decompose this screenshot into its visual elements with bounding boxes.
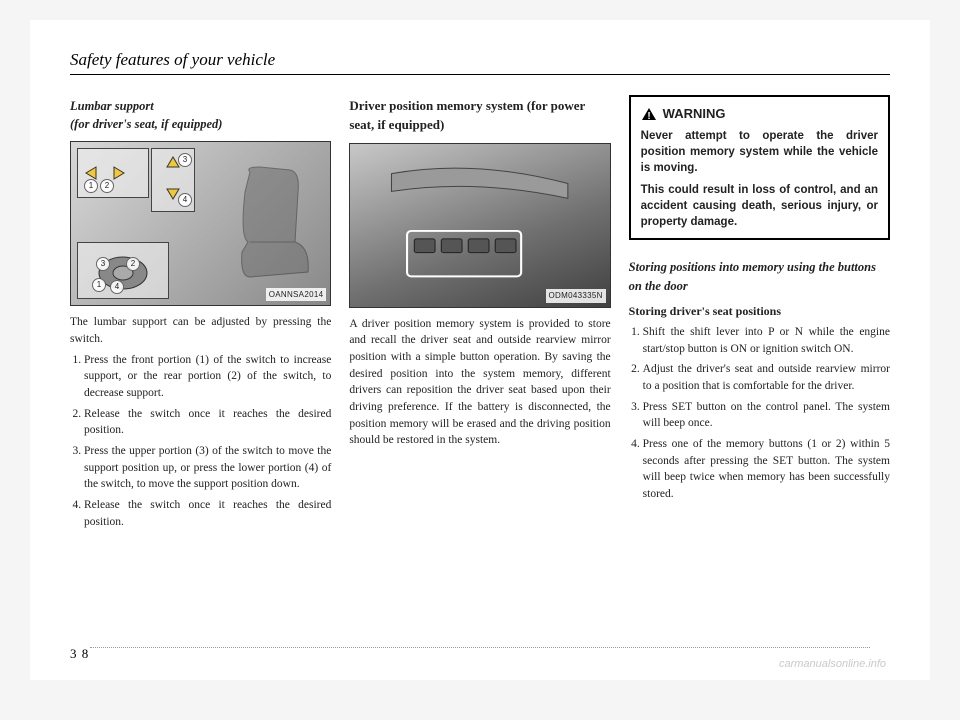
door-panel-icon — [350, 144, 609, 307]
storing-step-3: Press SET button on the control panel. T… — [643, 399, 890, 432]
memory-body: A driver position memory system is provi… — [349, 316, 610, 449]
lumbar-image: 1 2 3 4 3 — [70, 141, 331, 306]
column-warning-storing: ! WARNING Never attempt to operate the d… — [629, 95, 890, 534]
lumbar-inset-horizontal: 1 2 — [77, 148, 149, 198]
lumbar-image-label: OANNSA2014 — [266, 288, 327, 302]
lumbar-subhead: Lumbar support (for driver's seat, if eq… — [70, 97, 331, 133]
lumbar-inset-switch: 3 2 1 4 — [77, 242, 169, 299]
storing-head: Storing driver's seat positions — [629, 303, 890, 320]
warning-p2: This could result in loss of control, an… — [641, 182, 878, 230]
warning-box: ! WARNING Never attempt to operate the d… — [629, 95, 890, 240]
lumbar-step-3: Press the upper portion (3) of the switc… — [84, 443, 331, 493]
page-num-value: 8 — [82, 646, 89, 661]
storing-steps: Shift the shift lever into P or N while … — [629, 324, 890, 503]
warning-title-text: WARNING — [663, 105, 726, 124]
lumbar-step-2: Release the switch once it reaches the d… — [84, 406, 331, 439]
page-header: Safety features of your vehicle — [70, 50, 890, 75]
page-number: 3 8 — [70, 646, 88, 662]
lumbar-subhead-text: Lumbar support (for driver's seat, if eq… — [70, 99, 222, 131]
section-number: 3 — [70, 646, 77, 661]
manual-page: Safety features of your vehicle Lumbar s… — [30, 20, 930, 680]
memory-subhead: Driver position memory system (for power… — [349, 97, 610, 135]
lumbar-intro: The lumbar support can be adjusted by pr… — [70, 314, 331, 347]
column-memory: Driver position memory system (for power… — [349, 95, 610, 534]
lumbar-step-4: Release the switch once it reaches the d… — [84, 497, 331, 530]
svg-text:!: ! — [647, 111, 650, 121]
lumbar-step-1: Press the front portion (1) of the switc… — [84, 352, 331, 402]
storing-step-4: Press one of the memory buttons (1 or 2)… — [643, 436, 890, 503]
warning-title-row: ! WARNING — [641, 105, 878, 124]
seat-icon — [220, 162, 320, 292]
storing-subhead: Storing positions into memory using the … — [629, 258, 890, 294]
lumbar-inset-vertical: 3 4 — [151, 148, 195, 212]
watermark: carmanualsonline.info — [779, 658, 886, 670]
content-columns: Lumbar support (for driver's seat, if eq… — [70, 95, 890, 534]
storing-step-1: Shift the shift lever into P or N while … — [643, 324, 890, 357]
warning-p1: Never attempt to operate the driver posi… — [641, 128, 878, 176]
footer-divider — [90, 647, 870, 648]
column-lumbar: Lumbar support (for driver's seat, if eq… — [70, 95, 331, 534]
lumbar-steps: Press the front portion (1) of the switc… — [70, 352, 331, 531]
memory-image: ODM043335N — [349, 143, 610, 308]
warning-triangle-icon: ! — [641, 107, 657, 121]
memory-image-label: ODM043335N — [546, 289, 606, 303]
storing-step-2: Adjust the driver's seat and outside rea… — [643, 361, 890, 394]
warning-body: Never attempt to operate the driver posi… — [641, 128, 878, 231]
